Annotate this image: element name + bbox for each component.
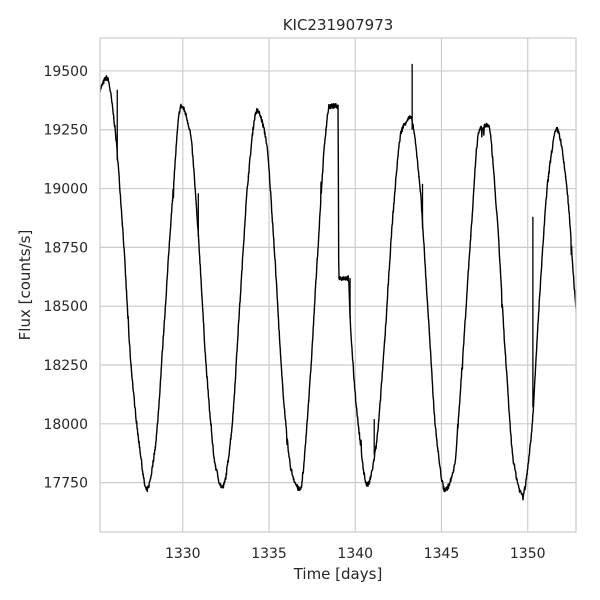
data-point bbox=[444, 488, 446, 491]
data-point bbox=[138, 446, 141, 449]
data-point bbox=[564, 175, 567, 178]
data-point bbox=[112, 117, 115, 119]
data-point bbox=[547, 175, 550, 178]
data-point bbox=[426, 305, 429, 307]
y-tick-label: 19250 bbox=[43, 123, 88, 139]
grid bbox=[100, 38, 576, 532]
data-point bbox=[171, 199, 174, 202]
tick-labels: 1330 1335 1340 1345 1350 17750 18000 18250 18500… bbox=[43, 64, 545, 562]
data-point bbox=[366, 484, 369, 486]
data-point bbox=[495, 211, 498, 213]
data-point bbox=[290, 470, 293, 472]
y-axis-title: Flux [counts/s] bbox=[16, 230, 34, 341]
data-point bbox=[264, 136, 267, 138]
data-point bbox=[347, 277, 350, 279]
data-point bbox=[188, 128, 191, 131]
chart-title: KIC231907973 bbox=[283, 16, 394, 34]
y-tick-label: 18250 bbox=[43, 358, 88, 374]
data-point bbox=[230, 434, 232, 437]
x-tick-label: 1340 bbox=[337, 546, 373, 562]
data-point bbox=[221, 486, 224, 489]
x-tick-label: 1330 bbox=[165, 546, 201, 562]
data-point bbox=[401, 128, 403, 131]
data-point bbox=[307, 399, 310, 402]
x-tick-label: 1350 bbox=[510, 546, 546, 562]
data-point bbox=[106, 77, 108, 79]
y-tick-label: 19500 bbox=[43, 64, 88, 80]
data-point bbox=[452, 470, 455, 472]
data-point bbox=[180, 105, 182, 108]
data-point bbox=[316, 258, 319, 260]
data-point bbox=[238, 305, 241, 307]
data-point bbox=[121, 223, 124, 225]
data-point bbox=[461, 364, 463, 366]
data-point bbox=[247, 175, 250, 178]
x-axis-title: Time [days] bbox=[293, 565, 383, 583]
data-point bbox=[409, 117, 412, 119]
x-tick-label: 1345 bbox=[424, 546, 460, 562]
data-point bbox=[383, 340, 386, 343]
data-point bbox=[538, 293, 541, 296]
data-point bbox=[154, 446, 156, 449]
plot-frame bbox=[99, 37, 577, 533]
data-point bbox=[299, 488, 301, 491]
data-point bbox=[392, 211, 394, 213]
data-point bbox=[256, 110, 258, 112]
data-point bbox=[556, 128, 558, 131]
data-point bbox=[145, 488, 148, 491]
data-point bbox=[214, 465, 217, 467]
y-tick-label: 18750 bbox=[43, 240, 88, 256]
data-point bbox=[504, 352, 507, 355]
data-point bbox=[478, 128, 481, 131]
y-tick-label: 18500 bbox=[43, 299, 88, 315]
data-point bbox=[487, 124, 489, 126]
y-tick-label: 17750 bbox=[43, 476, 88, 492]
plot-data bbox=[100, 63, 576, 501]
data-point bbox=[418, 175, 420, 178]
data-point bbox=[530, 434, 532, 437]
data-point bbox=[513, 462, 515, 465]
data-point bbox=[338, 277, 340, 279]
data-point bbox=[206, 375, 208, 378]
data-point bbox=[521, 493, 524, 496]
series-line bbox=[100, 75, 576, 501]
data-point bbox=[337, 105, 339, 108]
data-point bbox=[273, 246, 275, 249]
y-tick-label: 19000 bbox=[43, 182, 88, 198]
x-tick-label: 1335 bbox=[251, 546, 287, 562]
data-point bbox=[282, 387, 284, 390]
data-point bbox=[328, 105, 331, 108]
data-point bbox=[130, 364, 132, 366]
data-point bbox=[163, 328, 165, 331]
data-point bbox=[435, 434, 438, 437]
data-point bbox=[357, 427, 360, 430]
data-point bbox=[325, 128, 327, 131]
data-point bbox=[469, 234, 472, 237]
data-point bbox=[375, 446, 377, 449]
y-tick-label: 18000 bbox=[43, 417, 88, 433]
